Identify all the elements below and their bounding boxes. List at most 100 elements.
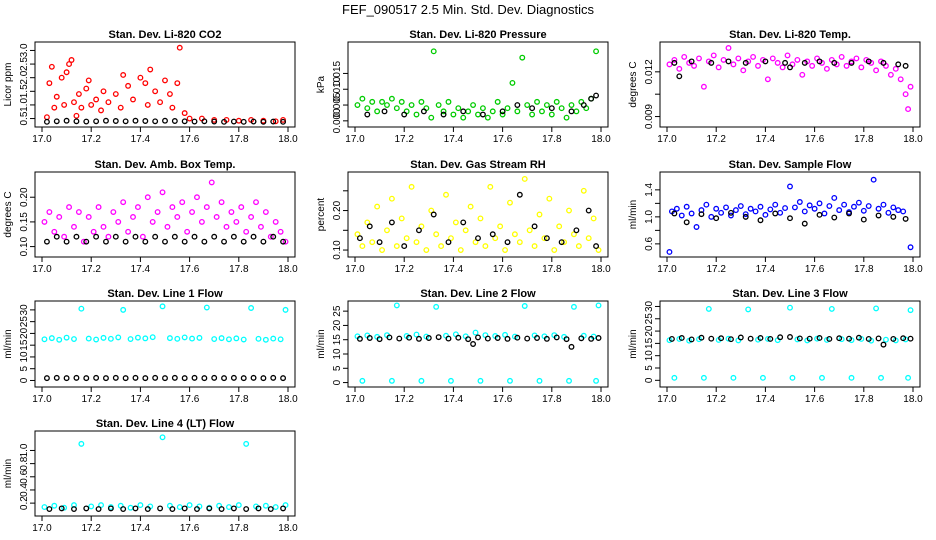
- series-2: [43, 117, 287, 125]
- data-point: [875, 212, 882, 219]
- data-point: [730, 374, 737, 381]
- x-tick-label: 17.0: [345, 264, 365, 275]
- data-point: [791, 204, 798, 211]
- data-point: [418, 377, 425, 384]
- y-tick-label: 0.6: [19, 469, 30, 483]
- data-point: [514, 102, 521, 108]
- data-point: [688, 58, 695, 65]
- data-point: [233, 335, 240, 342]
- series-1: [41, 303, 289, 343]
- data-point: [479, 105, 486, 112]
- data-point: [880, 59, 887, 66]
- series-1: [41, 434, 289, 511]
- data-point: [162, 238, 168, 245]
- data-point: [230, 233, 237, 240]
- data-point: [132, 505, 139, 512]
- data-point: [477, 377, 484, 384]
- panel-title: Stan. Dev. Li-820 CO2: [109, 29, 222, 41]
- data-point: [593, 48, 600, 55]
- data-point: [563, 114, 570, 121]
- data-point: [671, 59, 678, 66]
- data-point: [46, 80, 53, 87]
- data-point: [186, 115, 193, 122]
- data-point: [703, 201, 710, 208]
- data-point: [169, 204, 176, 211]
- x-tick-label: 17.6: [180, 264, 200, 275]
- data-point: [132, 374, 139, 381]
- data-point: [725, 45, 732, 51]
- data-point: [41, 504, 48, 511]
- data-point: [514, 334, 521, 341]
- data-point: [678, 335, 685, 341]
- x-tick-label: 17.2: [394, 134, 414, 145]
- data-point: [452, 219, 459, 226]
- data-point: [838, 53, 845, 60]
- y-tick-label: 0: [644, 377, 655, 383]
- data-point: [683, 219, 690, 226]
- data-point: [573, 108, 580, 115]
- data-point: [673, 205, 680, 212]
- data-point: [851, 203, 857, 210]
- panel-3: Stan. Dev. Li-820 Temp. 17.0 17.2 17.4 17.6 1…: [628, 29, 923, 145]
- data-point: [98, 502, 104, 509]
- x-tick-label: 17.0: [657, 394, 677, 405]
- y-tick-label: 0.012: [644, 59, 655, 84]
- plot-frame: [659, 300, 921, 388]
- y-tick-label: 0: [332, 379, 343, 385]
- data-point: [750, 53, 757, 60]
- data-point: [534, 335, 540, 341]
- data-point: [742, 213, 749, 220]
- data-point: [846, 210, 852, 217]
- data-point: [162, 117, 168, 124]
- data-point: [418, 223, 425, 230]
- data-point: [366, 335, 373, 341]
- data-point: [553, 334, 560, 341]
- x-tick-label: 18.0: [591, 394, 611, 405]
- data-point: [502, 247, 509, 253]
- x-tick-label: 17.0: [32, 394, 52, 405]
- data-point: [221, 238, 227, 245]
- data-point: [509, 79, 516, 86]
- y-tick-label: 0.5: [19, 111, 30, 125]
- data-point: [529, 105, 536, 112]
- data-point: [41, 336, 48, 343]
- data-point: [73, 112, 80, 119]
- data-point: [134, 334, 141, 341]
- y-tick-label: 0.2: [19, 496, 30, 510]
- x-tick-label: 18.0: [903, 394, 923, 405]
- data-point: [107, 505, 114, 512]
- data-point: [693, 224, 700, 230]
- data-point: [516, 239, 523, 246]
- data-point: [514, 108, 521, 115]
- panel-2: Stan. Dev. Li-820 Pressure 17.0 17.2 17.4 17…: [316, 29, 611, 145]
- data-point: [384, 227, 390, 234]
- data-point: [858, 64, 865, 71]
- data-point: [221, 375, 227, 382]
- data-point: [388, 377, 395, 384]
- data-point: [553, 98, 560, 105]
- data-point: [907, 83, 914, 90]
- data-point: [95, 204, 102, 211]
- data-point: [147, 66, 154, 73]
- data-point: [181, 118, 188, 125]
- data-point: [787, 64, 793, 71]
- x-tick-label: 17.6: [493, 264, 513, 275]
- data-point: [396, 335, 403, 342]
- data-point: [742, 211, 749, 218]
- data-point: [240, 118, 247, 125]
- data-point: [433, 303, 440, 310]
- panel-title: Stan. Dev. Gas Stream RH: [410, 159, 546, 171]
- data-point: [255, 335, 262, 342]
- data-point: [359, 377, 366, 384]
- x-tick-label: 18.0: [278, 523, 298, 534]
- data-point: [671, 210, 678, 217]
- data-point: [144, 101, 151, 108]
- data-point: [747, 205, 754, 212]
- y-axis-label: ml/min: [3, 459, 14, 488]
- data-point: [75, 209, 82, 215]
- data-point: [895, 207, 902, 214]
- data-point: [460, 114, 467, 121]
- data-point: [543, 235, 550, 242]
- data-point: [460, 219, 467, 226]
- x-tick-label: 17.4: [131, 134, 151, 145]
